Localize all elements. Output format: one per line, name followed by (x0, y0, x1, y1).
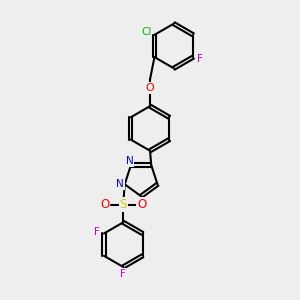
Text: F: F (120, 269, 126, 279)
Text: Cl: Cl (141, 27, 151, 38)
Text: O: O (137, 198, 146, 211)
Text: O: O (146, 83, 154, 93)
Text: O: O (100, 198, 110, 211)
Text: F: F (94, 227, 100, 237)
Text: N: N (126, 157, 134, 166)
Text: S: S (119, 198, 127, 211)
Text: N: N (116, 179, 124, 189)
Text: F: F (197, 54, 203, 64)
